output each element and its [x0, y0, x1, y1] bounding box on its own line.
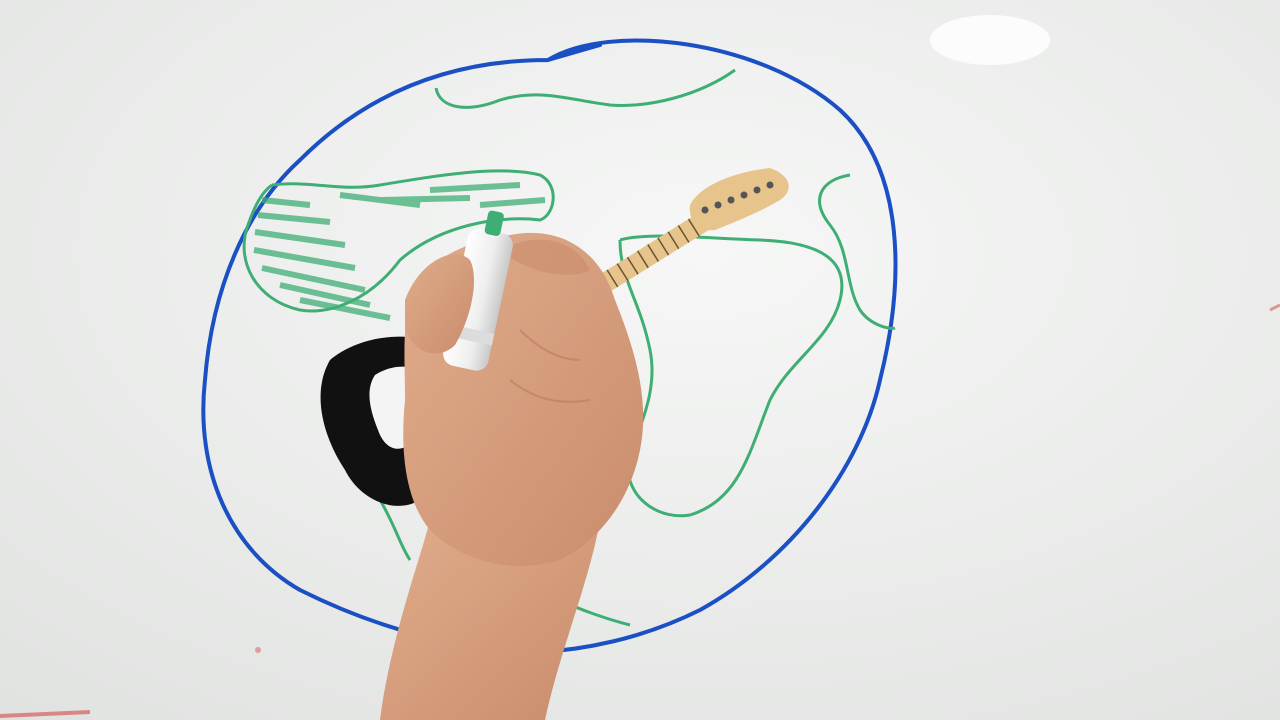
guitar-tuner	[701, 206, 709, 214]
guitar-tuners	[701, 181, 774, 214]
guitar-tuner	[727, 196, 735, 204]
guitar-fret	[636, 250, 649, 269]
guitar-fret	[677, 225, 690, 243]
guitar-fret	[626, 256, 639, 275]
guitar-fret	[687, 218, 700, 237]
finger-lines	[509, 329, 591, 403]
guitar-headstock	[689, 168, 789, 231]
hand-thumb	[405, 254, 475, 354]
marker-tip	[484, 210, 504, 236]
guitar-fret	[616, 263, 629, 281]
red-smudges	[0, 303, 1280, 718]
hand-knuckle-shadow	[500, 239, 590, 275]
forearm	[380, 520, 600, 720]
guitar-fret	[657, 237, 670, 256]
guitar-tuner	[714, 201, 722, 209]
guitar-fret	[647, 244, 660, 262]
guitar-tuner	[766, 181, 774, 189]
guitar-fret	[667, 231, 680, 250]
guitar-tuner	[740, 191, 748, 199]
board-glare	[930, 15, 1050, 65]
guitar-tuner	[753, 186, 761, 194]
guitar-fret	[606, 269, 619, 288]
